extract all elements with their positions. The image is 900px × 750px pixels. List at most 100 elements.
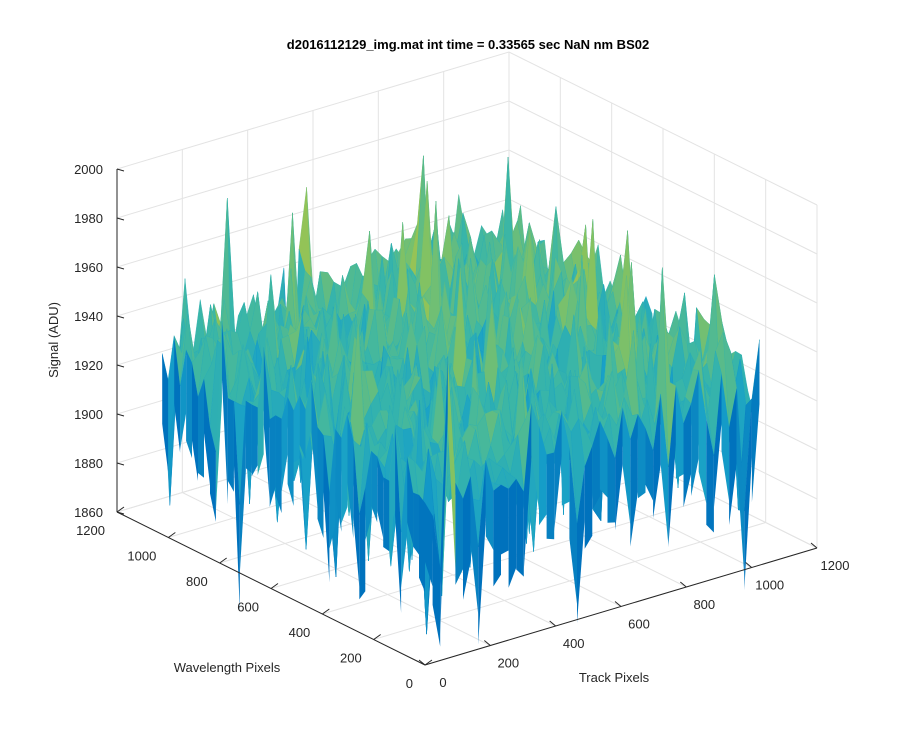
y-axis-label: Wavelength Pixels: [174, 660, 281, 675]
y-tick-label: 200: [340, 651, 362, 666]
surface-patch: [377, 456, 384, 538]
z-tick: [116, 217, 125, 221]
surface-patch: [691, 370, 699, 496]
surface-patch: [592, 420, 600, 511]
y-tick: [116, 506, 125, 513]
surface-patch: [221, 321, 228, 504]
surface-patch: [323, 435, 330, 583]
surface-patch: [432, 515, 441, 647]
y-tick: [322, 608, 330, 615]
surface-patch: [531, 403, 539, 511]
grid-line: [116, 51, 818, 206]
surface-patch: [401, 456, 408, 588]
x-tick-label: 1000: [755, 578, 784, 593]
surface-patch: [281, 396, 288, 492]
surface-patch: [470, 476, 479, 615]
surface-patch: [413, 492, 419, 555]
z-tick: [116, 462, 125, 466]
z-tick: [116, 364, 125, 368]
surface-patch: [371, 451, 378, 523]
z-tick-label: 1860: [74, 505, 103, 520]
surface-patch: [204, 378, 210, 486]
z-axis-label: Signal (ADU): [46, 302, 61, 378]
surface-patch: [675, 385, 684, 479]
x-tick-labels: 0 200 400 600 800 1000 1200: [418, 542, 850, 690]
surface-patch: [341, 413, 348, 524]
surface-patch: [180, 349, 187, 450]
surface-patch: [210, 426, 216, 522]
z-tick: [116, 413, 125, 417]
surface-patch: [233, 401, 240, 611]
surface-patch: [577, 466, 585, 624]
x-tick: [549, 620, 556, 627]
surface-patch: [508, 478, 517, 588]
x-tick-label: 400: [563, 636, 585, 651]
z-tick: [116, 315, 125, 319]
surface-patch: [463, 476, 471, 600]
surface-patch: [168, 335, 175, 443]
y-tick: [270, 583, 279, 589]
surface-patch: [668, 385, 676, 548]
y-tick: [168, 532, 176, 538]
surface-patch: [653, 393, 661, 519]
surface-patch: [407, 456, 414, 545]
surface-patch: [269, 415, 276, 507]
surface-patch: [317, 427, 324, 538]
z-tick-label: 2000: [74, 162, 103, 177]
surface-patch: [501, 484, 509, 555]
surface-patch: [329, 429, 336, 549]
surface-patch: [645, 428, 654, 501]
y-tick: [219, 557, 227, 564]
x-tick: [614, 601, 622, 607]
surface-patch: [239, 400, 246, 574]
grid-line: [116, 100, 818, 255]
surface-patch: [383, 477, 390, 552]
surface-patch: [622, 407, 631, 525]
surface-patch: [637, 414, 646, 499]
surface-patch: [215, 321, 222, 511]
surface-patch: [287, 396, 294, 506]
grid-line: [116, 149, 818, 304]
surface-patch: [257, 347, 264, 476]
surface-patch: [227, 398, 234, 492]
x-tick: [418, 659, 426, 666]
y-tick-label: 800: [186, 574, 208, 589]
surface-patch: [251, 404, 258, 476]
surface-patch: [561, 411, 570, 506]
z-tick-label: 1920: [74, 358, 103, 373]
z-tick: [116, 168, 125, 172]
surface-patch: [311, 380, 318, 508]
surface-patch: [162, 353, 169, 472]
x-tick-label: 200: [497, 656, 519, 671]
surface-patch: [584, 445, 593, 549]
x-tick-label: 1200: [821, 558, 850, 573]
surface-patch: [516, 478, 524, 577]
surface-patch: [660, 393, 669, 544]
z-tick: [116, 266, 125, 270]
z-tick-label: 1900: [74, 407, 103, 422]
y-tick-labels: 0 200 400 600 800 1000 1200: [76, 506, 433, 691]
y-tick-label: 1000: [127, 549, 156, 564]
chart-title: d2016112129_img.mat int time = 0.33565 s…: [287, 37, 649, 52]
surface-patch: [305, 380, 312, 454]
surface-patch: [440, 356, 448, 634]
y-tick-label: 1200: [76, 523, 105, 538]
surface-patch: [751, 339, 760, 503]
surface-patch: [198, 378, 204, 478]
x-tick-label: 800: [693, 597, 715, 612]
x-tick: [745, 562, 752, 568]
surface-patch: [419, 495, 425, 592]
surface-patch: [554, 411, 562, 532]
y-tick: [373, 634, 381, 640]
x-tick-label: 0: [439, 675, 446, 690]
z-tick-label: 1880: [74, 456, 103, 471]
surface-patch: [263, 347, 270, 501]
surface-patch: [736, 388, 745, 577]
z-tick-label: 1960: [74, 260, 103, 275]
x-tick-label: 600: [628, 617, 650, 632]
surface-patch: [493, 484, 501, 587]
surface-patch: [275, 415, 282, 514]
surface-patch: [478, 460, 486, 645]
surface-patch: [539, 426, 547, 526]
surface-patch: [192, 362, 198, 481]
